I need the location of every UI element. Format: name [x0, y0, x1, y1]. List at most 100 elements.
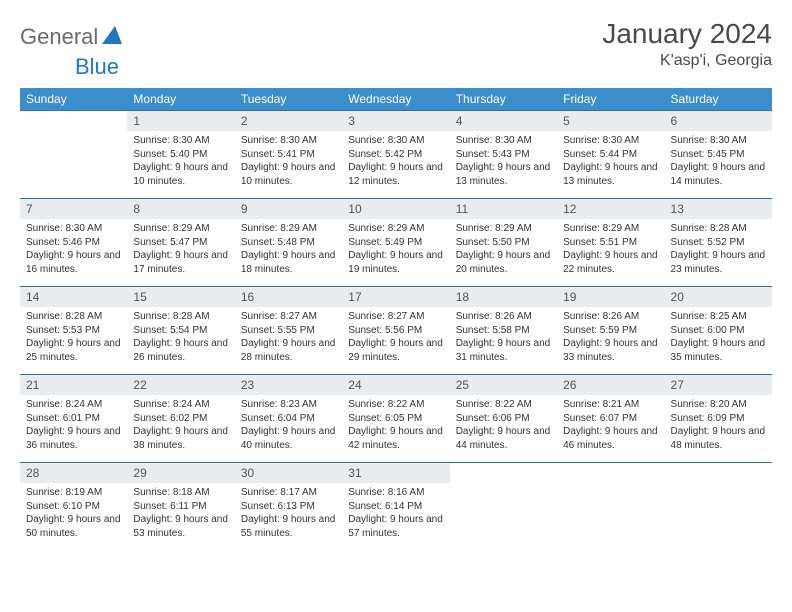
day-content: Sunrise: 8:22 AMSunset: 6:05 PMDaylight:…	[342, 395, 449, 456]
daylight-text: Daylight: 9 hours and 17 minutes.	[133, 249, 228, 276]
day-cell: 28Sunrise: 8:19 AMSunset: 6:10 PMDayligh…	[20, 463, 127, 551]
sunset-text: Sunset: 6:04 PM	[241, 412, 336, 426]
day-cell: 8Sunrise: 8:29 AMSunset: 5:47 PMDaylight…	[127, 199, 234, 287]
day-content: Sunrise: 8:30 AMSunset: 5:43 PMDaylight:…	[450, 131, 557, 192]
daylight-text: Daylight: 9 hours and 35 minutes.	[671, 337, 766, 364]
daylight-text: Daylight: 9 hours and 42 minutes.	[348, 425, 443, 452]
daylight-text: Daylight: 9 hours and 44 minutes.	[456, 425, 551, 452]
sunrise-text: Sunrise: 8:26 AM	[456, 310, 551, 324]
day-content: Sunrise: 8:20 AMSunset: 6:09 PMDaylight:…	[665, 395, 772, 456]
daylight-text: Daylight: 9 hours and 22 minutes.	[563, 249, 658, 276]
sunrise-text: Sunrise: 8:28 AM	[133, 310, 228, 324]
daylight-text: Daylight: 9 hours and 13 minutes.	[456, 161, 551, 188]
day-number: 8	[127, 199, 234, 219]
day-number: 5	[557, 111, 664, 131]
day-content: Sunrise: 8:27 AMSunset: 5:56 PMDaylight:…	[342, 307, 449, 368]
sunset-text: Sunset: 5:45 PM	[671, 148, 766, 162]
day-number: 25	[450, 375, 557, 395]
sunrise-text: Sunrise: 8:28 AM	[671, 222, 766, 236]
sunset-text: Sunset: 5:49 PM	[348, 236, 443, 250]
day-cell: 17Sunrise: 8:27 AMSunset: 5:56 PMDayligh…	[342, 287, 449, 375]
day-content: Sunrise: 8:30 AMSunset: 5:41 PMDaylight:…	[235, 131, 342, 192]
logo-text-blue: Blue	[75, 54, 792, 80]
daylight-text: Daylight: 9 hours and 40 minutes.	[241, 425, 336, 452]
day-content: Sunrise: 8:24 AMSunset: 6:02 PMDaylight:…	[127, 395, 234, 456]
day-number: 17	[342, 287, 449, 307]
day-cell: 15Sunrise: 8:28 AMSunset: 5:54 PMDayligh…	[127, 287, 234, 375]
day-cell: 29Sunrise: 8:18 AMSunset: 6:11 PMDayligh…	[127, 463, 234, 551]
sunset-text: Sunset: 6:11 PM	[133, 500, 228, 514]
day-cell: 24Sunrise: 8:22 AMSunset: 6:05 PMDayligh…	[342, 375, 449, 463]
sunset-text: Sunset: 5:59 PM	[563, 324, 658, 338]
sunset-text: Sunset: 5:41 PM	[241, 148, 336, 162]
day-content: Sunrise: 8:29 AMSunset: 5:48 PMDaylight:…	[235, 219, 342, 280]
day-cell: 12Sunrise: 8:29 AMSunset: 5:51 PMDayligh…	[557, 199, 664, 287]
sunrise-text: Sunrise: 8:27 AM	[241, 310, 336, 324]
day-cell: 18Sunrise: 8:26 AMSunset: 5:58 PMDayligh…	[450, 287, 557, 375]
sunrise-text: Sunrise: 8:19 AM	[26, 486, 121, 500]
sunrise-text: Sunrise: 8:30 AM	[133, 134, 228, 148]
sunset-text: Sunset: 5:40 PM	[133, 148, 228, 162]
daylight-text: Daylight: 9 hours and 31 minutes.	[456, 337, 551, 364]
sunset-text: Sunset: 6:02 PM	[133, 412, 228, 426]
day-cell: 9Sunrise: 8:29 AMSunset: 5:48 PMDaylight…	[235, 199, 342, 287]
day-number: 1	[127, 111, 234, 131]
daylight-text: Daylight: 9 hours and 19 minutes.	[348, 249, 443, 276]
week-row: 7Sunrise: 8:30 AMSunset: 5:46 PMDaylight…	[20, 199, 772, 287]
sunrise-text: Sunrise: 8:26 AM	[563, 310, 658, 324]
day-content: Sunrise: 8:28 AMSunset: 5:54 PMDaylight:…	[127, 307, 234, 368]
daylight-text: Daylight: 9 hours and 25 minutes.	[26, 337, 121, 364]
day-number: 12	[557, 199, 664, 219]
day-cell	[450, 463, 557, 551]
daylight-text: Daylight: 9 hours and 20 minutes.	[456, 249, 551, 276]
day-number: 22	[127, 375, 234, 395]
day-cell: 31Sunrise: 8:16 AMSunset: 6:14 PMDayligh…	[342, 463, 449, 551]
day-number: 26	[557, 375, 664, 395]
day-content: Sunrise: 8:17 AMSunset: 6:13 PMDaylight:…	[235, 483, 342, 544]
day-cell: 5Sunrise: 8:30 AMSunset: 5:44 PMDaylight…	[557, 111, 664, 199]
col-tuesday: Tuesday	[235, 88, 342, 111]
day-cell: 21Sunrise: 8:24 AMSunset: 6:01 PMDayligh…	[20, 375, 127, 463]
sunset-text: Sunset: 5:52 PM	[671, 236, 766, 250]
day-cell: 16Sunrise: 8:27 AMSunset: 5:55 PMDayligh…	[235, 287, 342, 375]
daylight-text: Daylight: 9 hours and 36 minutes.	[26, 425, 121, 452]
day-number: 30	[235, 463, 342, 483]
col-thursday: Thursday	[450, 88, 557, 111]
week-row: 28Sunrise: 8:19 AMSunset: 6:10 PMDayligh…	[20, 463, 772, 551]
day-content: Sunrise: 8:30 AMSunset: 5:44 PMDaylight:…	[557, 131, 664, 192]
sunrise-text: Sunrise: 8:21 AM	[563, 398, 658, 412]
logo-sail-icon	[102, 26, 122, 49]
sunrise-text: Sunrise: 8:30 AM	[456, 134, 551, 148]
sunset-text: Sunset: 6:10 PM	[26, 500, 121, 514]
col-monday: Monday	[127, 88, 234, 111]
day-number: 21	[20, 375, 127, 395]
sunrise-text: Sunrise: 8:30 AM	[563, 134, 658, 148]
day-content: Sunrise: 8:19 AMSunset: 6:10 PMDaylight:…	[20, 483, 127, 544]
sunrise-text: Sunrise: 8:29 AM	[348, 222, 443, 236]
sunset-text: Sunset: 5:56 PM	[348, 324, 443, 338]
sunrise-text: Sunrise: 8:30 AM	[241, 134, 336, 148]
day-cell: 11Sunrise: 8:29 AMSunset: 5:50 PMDayligh…	[450, 199, 557, 287]
day-number: 7	[20, 199, 127, 219]
day-content: Sunrise: 8:29 AMSunset: 5:50 PMDaylight:…	[450, 219, 557, 280]
day-cell: 26Sunrise: 8:21 AMSunset: 6:07 PMDayligh…	[557, 375, 664, 463]
daylight-text: Daylight: 9 hours and 18 minutes.	[241, 249, 336, 276]
sunrise-text: Sunrise: 8:24 AM	[133, 398, 228, 412]
day-content: Sunrise: 8:27 AMSunset: 5:55 PMDaylight:…	[235, 307, 342, 368]
day-cell: 25Sunrise: 8:22 AMSunset: 6:06 PMDayligh…	[450, 375, 557, 463]
day-number: 29	[127, 463, 234, 483]
day-content: Sunrise: 8:28 AMSunset: 5:53 PMDaylight:…	[20, 307, 127, 368]
week-row: 21Sunrise: 8:24 AMSunset: 6:01 PMDayligh…	[20, 375, 772, 463]
daylight-text: Daylight: 9 hours and 46 minutes.	[563, 425, 658, 452]
col-wednesday: Wednesday	[342, 88, 449, 111]
day-cell	[557, 463, 664, 551]
day-content: Sunrise: 8:30 AMSunset: 5:42 PMDaylight:…	[342, 131, 449, 192]
sunset-text: Sunset: 5:46 PM	[26, 236, 121, 250]
day-cell: 19Sunrise: 8:26 AMSunset: 5:59 PMDayligh…	[557, 287, 664, 375]
day-cell	[665, 463, 772, 551]
day-cell: 22Sunrise: 8:24 AMSunset: 6:02 PMDayligh…	[127, 375, 234, 463]
day-content: Sunrise: 8:23 AMSunset: 6:04 PMDaylight:…	[235, 395, 342, 456]
day-number: 10	[342, 199, 449, 219]
day-cell: 4Sunrise: 8:30 AMSunset: 5:43 PMDaylight…	[450, 111, 557, 199]
sunrise-text: Sunrise: 8:29 AM	[456, 222, 551, 236]
